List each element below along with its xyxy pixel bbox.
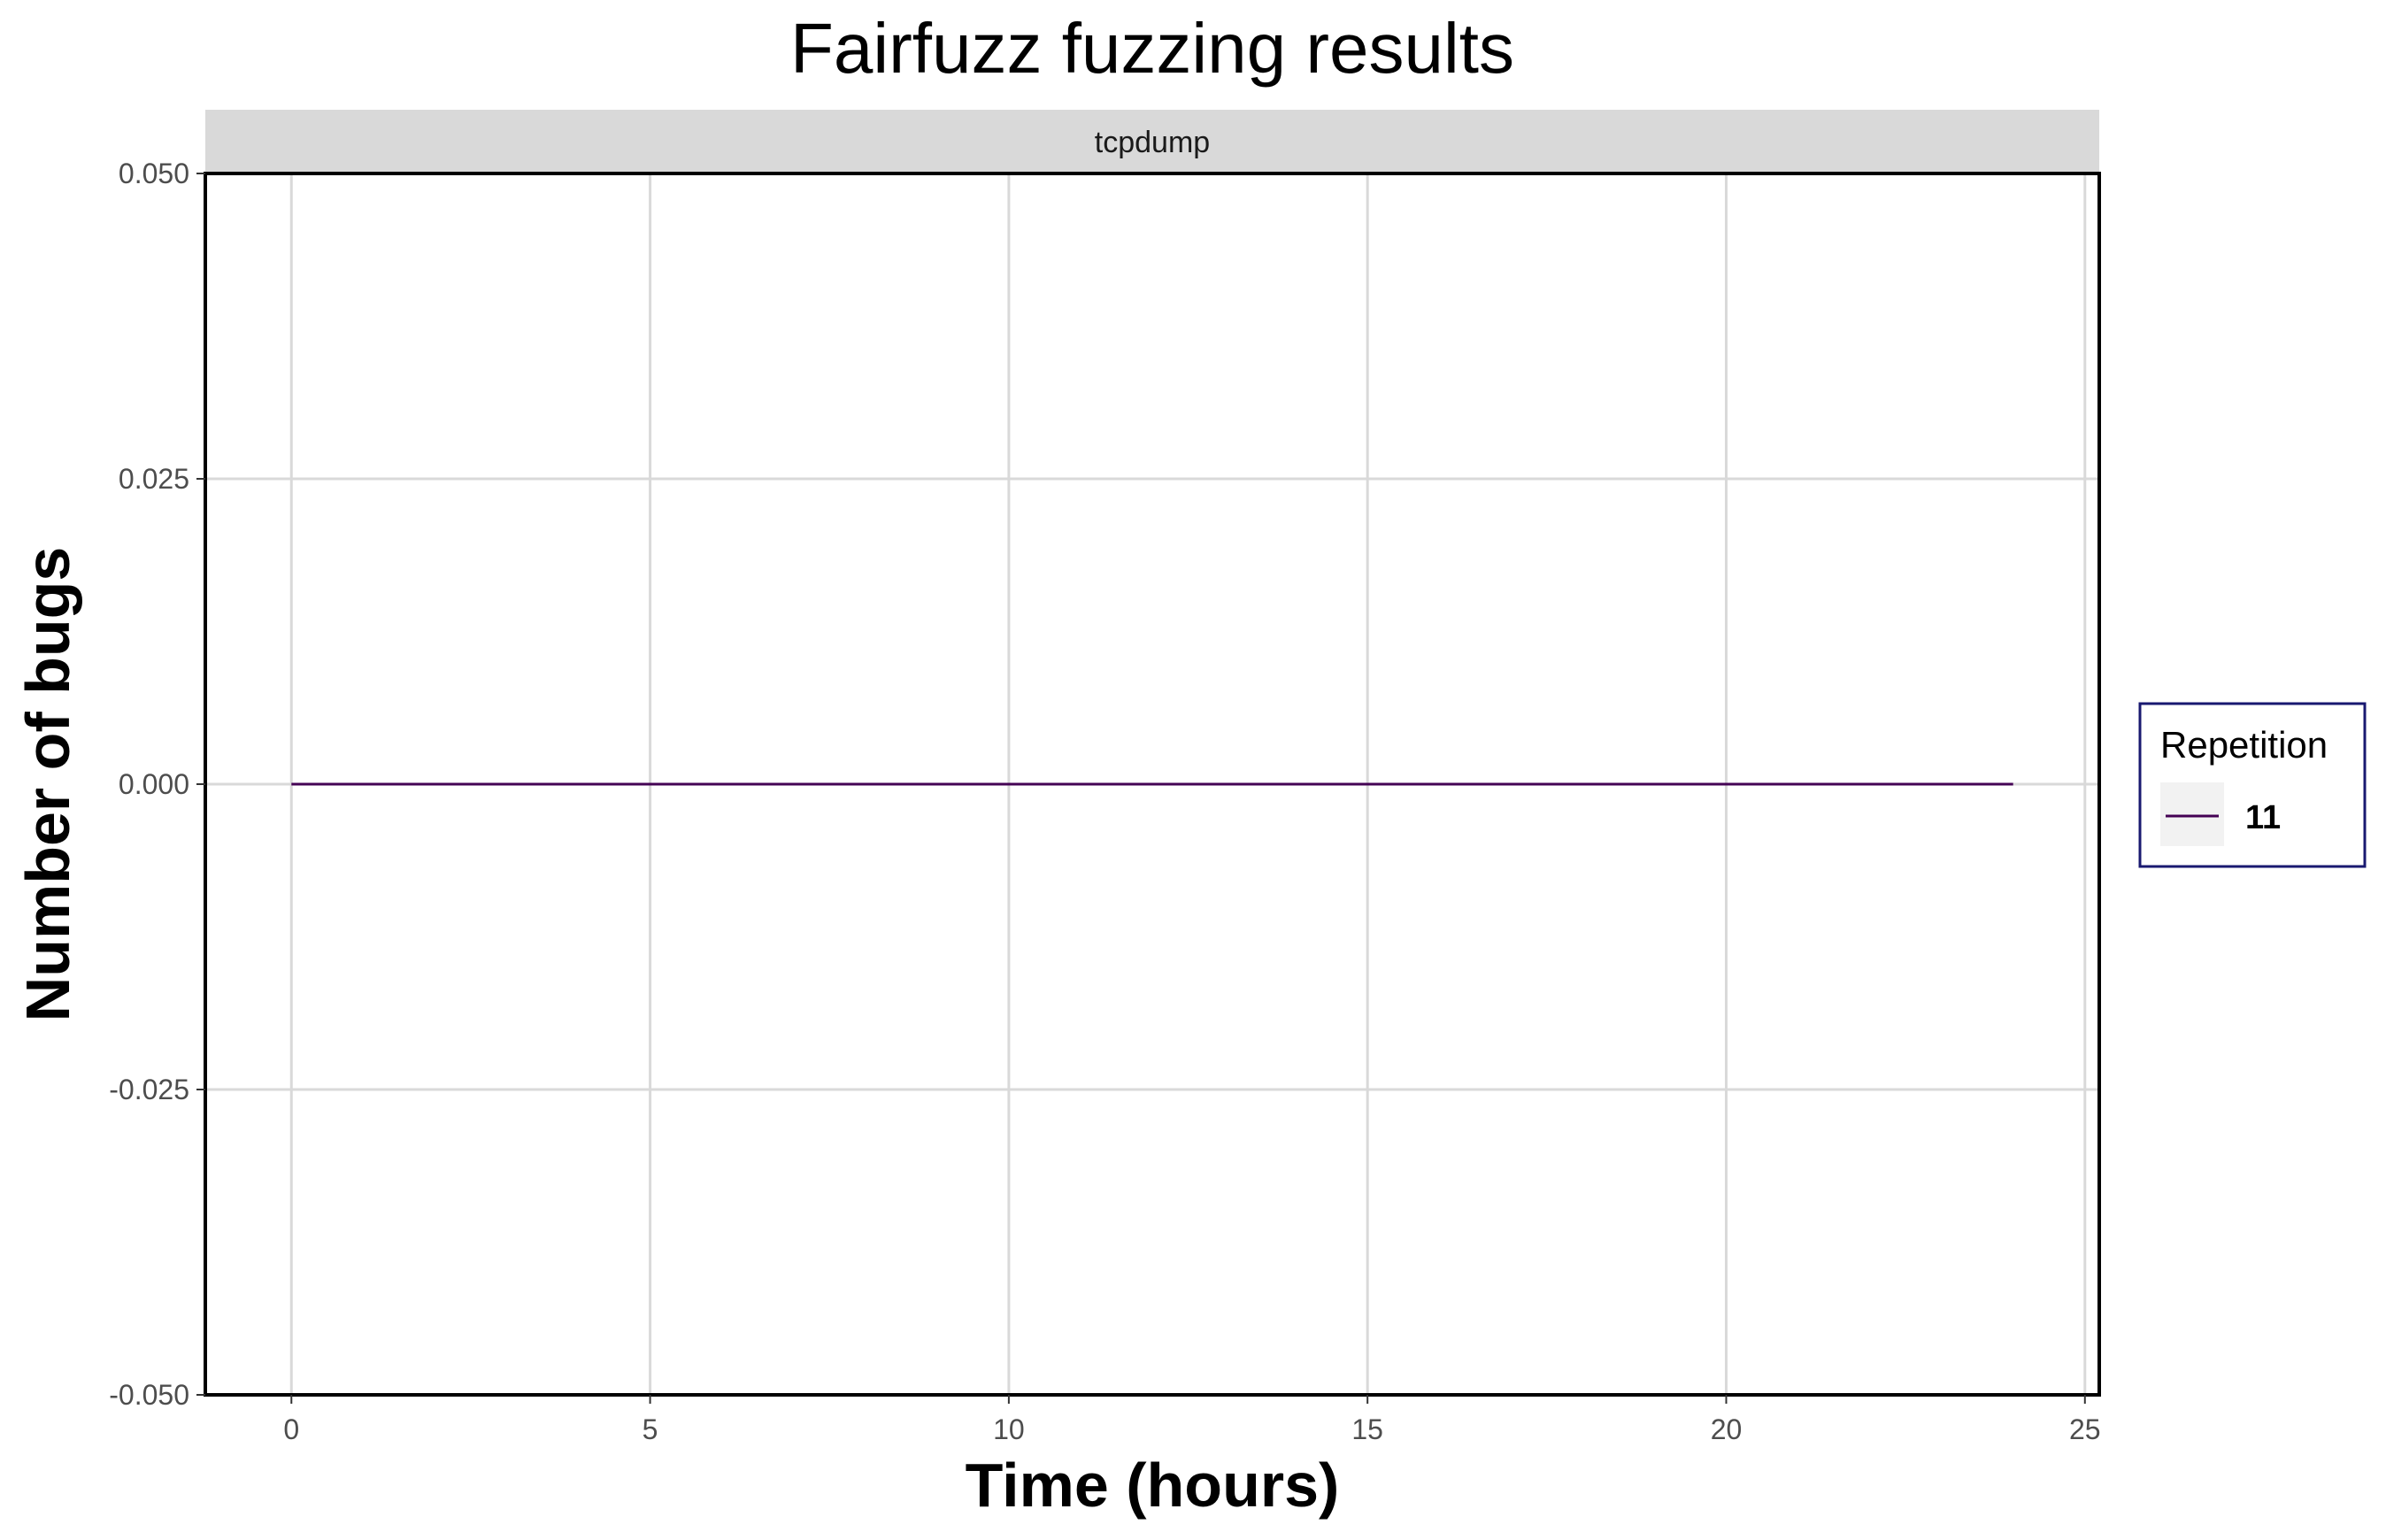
x-tick-label-5: 5 xyxy=(643,1413,658,1445)
x-tick-label-20: 20 xyxy=(1711,1413,1743,1445)
y-tick-label-0.000: 0.000 xyxy=(119,768,189,800)
y-axis-title: Number of bugs xyxy=(13,547,82,1022)
x-axis: 0 5 10 15 20 25 xyxy=(283,1395,2101,1445)
y-axis: 0.050 0.025 0.000 -0.025 -0.050 xyxy=(109,158,205,1411)
y-tick-label-0.025: 0.025 xyxy=(119,463,189,495)
x-tick-label-25: 25 xyxy=(2069,1413,2101,1445)
y-tick-label-0.050: 0.050 xyxy=(119,158,189,189)
legend-key xyxy=(2160,782,2224,846)
chart-title: Fairfuzz fuzzing results xyxy=(790,9,1514,88)
y-tick-label--0.025: -0.025 xyxy=(109,1074,189,1105)
y-tick-label--0.050: -0.050 xyxy=(109,1379,189,1411)
legend: Repetition 11 xyxy=(2138,702,2367,868)
legend-title: Repetition xyxy=(2160,724,2328,766)
x-axis-title: Time (hours) xyxy=(966,1451,1340,1520)
legend-label-series-11: 11 xyxy=(2245,799,2281,836)
x-tick-label-15: 15 xyxy=(1351,1413,1383,1445)
facet-strip xyxy=(205,110,2099,173)
facet-strip-label: tcpdump xyxy=(1095,126,1210,159)
x-tick-label-10: 10 xyxy=(993,1413,1025,1445)
x-tick-label-0: 0 xyxy=(283,1413,299,1445)
